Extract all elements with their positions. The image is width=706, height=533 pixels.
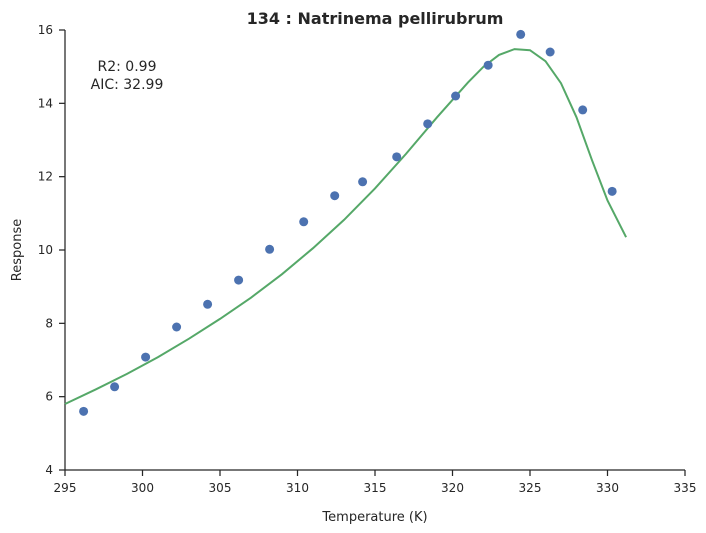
x-tick-label: 330 [596, 481, 619, 495]
data-point [483, 60, 493, 70]
data-point [299, 217, 309, 227]
data-point [392, 152, 402, 162]
y-tick-label: 14 [38, 96, 53, 110]
y-tick-label: 16 [38, 23, 53, 37]
data-point [234, 275, 244, 285]
r2-annotation: R2: 0.99 [98, 59, 157, 75]
data-point [578, 105, 588, 115]
x-tick-label: 300 [131, 481, 154, 495]
data-points [79, 29, 617, 416]
annotation-box: R2: 0.99 AIC: 32.99 [91, 59, 164, 93]
data-point [516, 29, 526, 39]
y-tick-label: 10 [38, 243, 53, 257]
x-tick-label: 320 [441, 481, 464, 495]
y-tick-label: 8 [45, 316, 53, 330]
x-tick-label: 310 [286, 481, 309, 495]
chart-title: 134 : Natrinema pellirubrum [247, 9, 504, 28]
data-point [545, 47, 555, 57]
data-point [423, 119, 433, 129]
x-tick-label: 315 [364, 481, 387, 495]
y-tick-label: 4 [45, 463, 53, 477]
x-tick-label: 295 [54, 481, 77, 495]
x-tick-label: 325 [519, 481, 542, 495]
data-point [141, 352, 151, 362]
y-axis-ticks: 4 6 8 10 12 14 16 [38, 23, 65, 477]
x-axis-ticks: 295 300 305 310 315 320 325 330 335 [54, 470, 697, 495]
data-point [358, 177, 368, 187]
fit-curve [64, 48, 627, 405]
data-point [451, 91, 461, 101]
data-point [172, 322, 182, 332]
data-point [607, 186, 617, 196]
x-tick-label: 335 [674, 481, 697, 495]
x-tick-label: 305 [209, 481, 232, 495]
data-point [265, 244, 275, 254]
data-point [330, 191, 340, 201]
y-tick-label: 12 [38, 170, 53, 184]
data-point [203, 299, 213, 309]
x-axis-label: Temperature (K) [321, 510, 427, 525]
y-axis-label: Response [10, 219, 25, 281]
data-point [110, 382, 120, 392]
aic-annotation: AIC: 32.99 [91, 77, 164, 93]
y-tick-label: 6 [45, 390, 53, 404]
data-point [79, 406, 89, 416]
